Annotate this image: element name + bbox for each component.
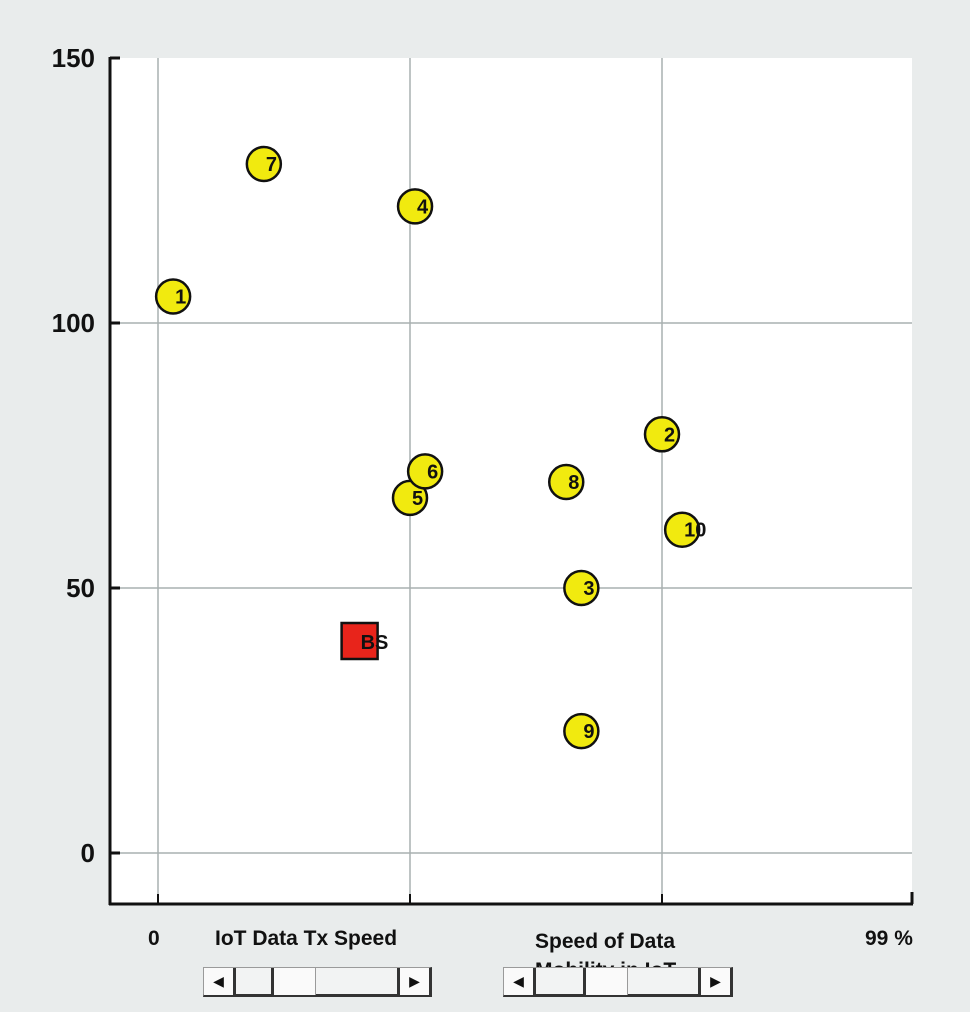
node-2: 2	[643, 416, 681, 453]
slider2-left-arrow[interactable]: ◀	[504, 968, 536, 995]
slider1-thumb[interactable]	[271, 968, 316, 995]
nodes-layer: 1 2 3 4 56 7 8 9 10	[154, 145, 706, 750]
node-9: 9	[563, 712, 600, 750]
node-label: 5	[412, 488, 423, 510]
node-circle	[406, 453, 444, 490]
node-8: 8	[547, 463, 585, 501]
node-label: 2	[664, 424, 675, 446]
arrow-right-icon: ▶	[710, 973, 721, 989]
slider1-right-arrow[interactable]: ▶	[397, 968, 429, 995]
node-label: 7	[266, 154, 277, 176]
arrow-right-icon: ▶	[409, 973, 420, 989]
node-circle	[563, 712, 600, 750]
base-station-marker: BS	[340, 621, 389, 661]
node-label: 1	[175, 287, 186, 309]
node-label: 4	[417, 196, 429, 218]
y-tick-label: 0	[81, 838, 95, 868]
slider1-label: IoT Data Tx Speed	[215, 927, 398, 950]
node-label: 9	[583, 721, 594, 743]
node-label: 10	[684, 520, 706, 542]
node-circle	[154, 278, 192, 315]
axes	[108, 56, 914, 906]
y-tick-label: 100	[52, 308, 95, 338]
node-label: 3	[583, 578, 594, 600]
base-station-label: BS	[361, 632, 389, 654]
node-1: 1	[154, 278, 192, 315]
node-circle	[547, 463, 585, 501]
base-station-square	[340, 621, 379, 661]
node-7: 7	[245, 145, 283, 183]
y-tick-labels: 0 50 100 150	[52, 43, 95, 868]
arrow-left-icon: ◀	[513, 973, 524, 989]
x-start-label: 0	[148, 927, 160, 950]
node-circle	[643, 416, 681, 453]
slider2-right-arrow[interactable]: ▶	[698, 968, 730, 995]
node-label: 8	[568, 472, 579, 494]
node-3: 3	[563, 569, 600, 607]
arrow-left-icon: ◀	[213, 973, 224, 989]
slider1-left-arrow[interactable]: ◀	[204, 968, 236, 995]
node-10: 10	[663, 511, 706, 548]
node-circle	[663, 511, 701, 548]
data-mobility-speed-slider[interactable]: ◀ ▶	[503, 967, 733, 997]
node-6: 6	[406, 453, 444, 490]
base-station-layer: BS	[340, 621, 389, 661]
node-circle	[563, 569, 600, 607]
node-4: 4	[396, 188, 434, 225]
slider2-thumb[interactable]	[583, 968, 628, 995]
percent-label: 99 %	[865, 927, 913, 950]
plot-area	[110, 58, 912, 904]
node-label: 6	[427, 461, 438, 483]
y-tick-label: 50	[66, 573, 95, 603]
iot-data-tx-speed-slider[interactable]: ◀ ▶	[203, 967, 432, 997]
node-circle	[245, 145, 283, 183]
y-tick-label: 150	[52, 43, 95, 73]
node-circle	[396, 188, 434, 225]
